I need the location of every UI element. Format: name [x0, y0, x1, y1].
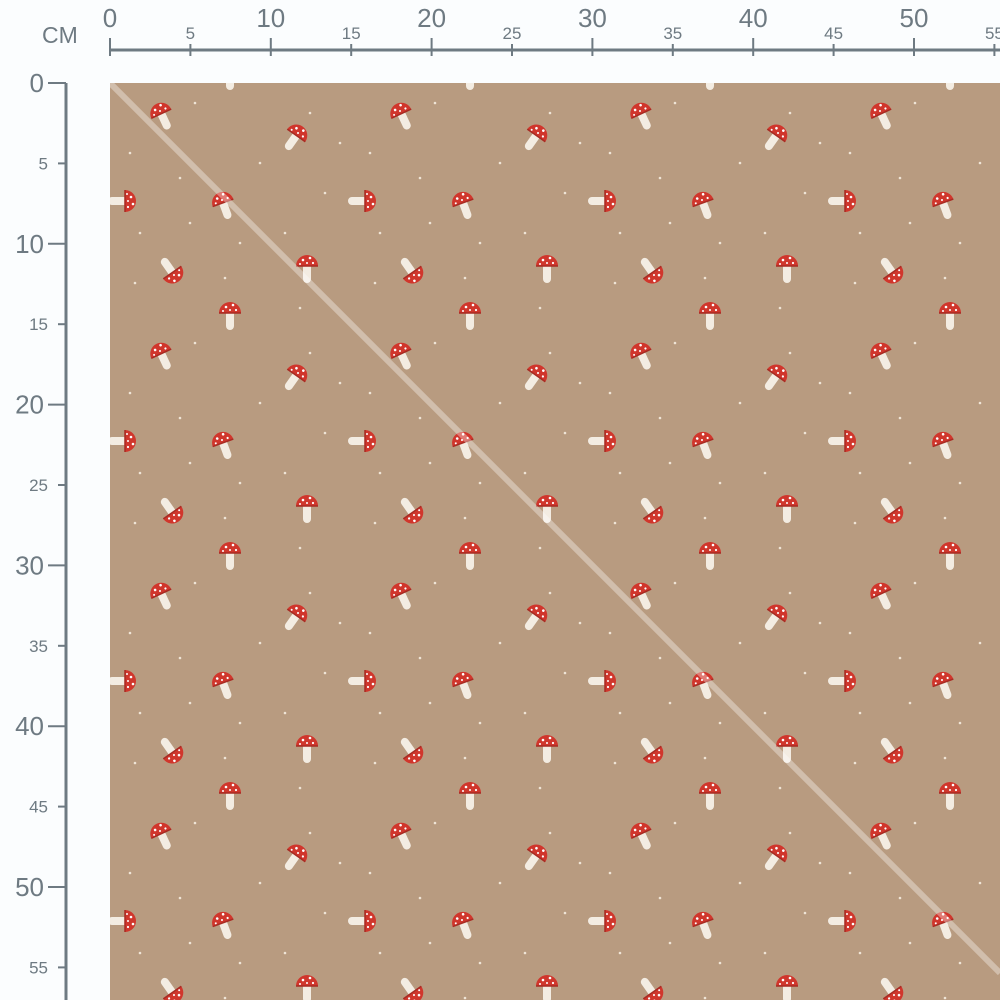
left-ruler-label: 35	[29, 637, 48, 656]
left-ruler-label: 25	[29, 476, 48, 495]
left-ruler-label: 50	[15, 872, 44, 902]
ruler-unit-label: CM	[42, 22, 78, 48]
left-ruler-label: 30	[15, 550, 44, 580]
left-ruler-label: 10	[15, 229, 44, 259]
diagonal-fold-line	[110, 83, 1000, 976]
top-ruler-label: 25	[503, 24, 522, 43]
left-ruler-label: 0	[30, 68, 44, 98]
fabric-swatch	[110, 83, 1000, 1000]
mushroom-pattern	[110, 83, 1000, 1000]
top-ruler-label: 45	[824, 24, 843, 43]
top-ruler-label: 35	[663, 24, 682, 43]
top-ruler-label: 0	[103, 3, 117, 33]
top-ruler-label: 10	[256, 3, 285, 33]
left-ruler-label: 45	[29, 798, 48, 817]
left-ruler-label: 40	[15, 711, 44, 741]
left-ruler-label: 5	[39, 154, 48, 173]
left-ruler-label: 15	[29, 315, 48, 334]
left-ruler-label: 55	[29, 958, 48, 977]
top-ruler-label: 40	[739, 3, 768, 33]
left-ruler-label: 20	[15, 390, 44, 420]
top-ruler-label: 30	[578, 3, 607, 33]
top-ruler-label: 5	[186, 24, 195, 43]
top-ruler-label: 15	[342, 24, 361, 43]
top-ruler-label: 55	[985, 24, 1000, 43]
top-ruler-label: 20	[417, 3, 446, 33]
top-ruler-label: 50	[900, 3, 929, 33]
